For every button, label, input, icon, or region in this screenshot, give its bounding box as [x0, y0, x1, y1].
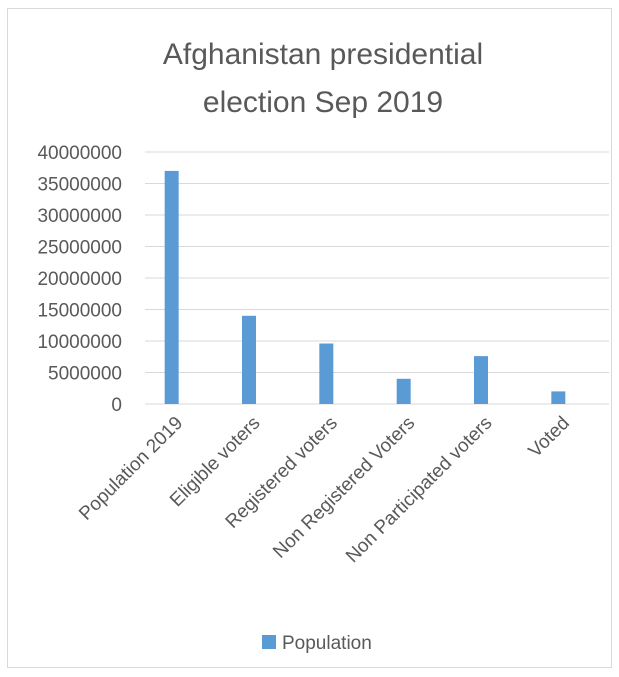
y-tick-label: 0 — [111, 395, 122, 416]
y-tick-label: 35000000 — [37, 175, 122, 196]
chart-title-line-2: election Sep 2019 — [203, 86, 443, 119]
bar — [396, 378, 411, 404]
y-tick-label: 30000000 — [37, 206, 122, 227]
legend-swatch — [262, 635, 276, 649]
chart-frame — [7, 8, 612, 668]
y-tick-label: 10000000 — [37, 332, 122, 353]
bar — [551, 391, 566, 404]
bar — [319, 343, 334, 404]
bars — [164, 170, 566, 404]
x-tick-label: Non Registered Voters — [269, 413, 419, 563]
y-tick-label: 15000000 — [37, 301, 122, 322]
bar — [242, 315, 256, 404]
legend-label: Population — [282, 633, 372, 654]
y-tick-label: 5000000 — [48, 364, 122, 385]
x-tick-label: Non Participated voters — [342, 413, 497, 568]
legend: Population — [262, 633, 372, 654]
bar — [164, 170, 179, 404]
bar — [474, 356, 488, 404]
y-tick-label: 25000000 — [37, 238, 122, 259]
y-tick-label: 20000000 — [37, 269, 122, 290]
gridlines — [145, 151, 609, 405]
chart-title-line-1: Afghanistan presidential — [163, 38, 483, 71]
x-tick-label: Voted — [525, 413, 574, 462]
y-axis-tick-labels: 0 5000000 10000000 15000000 20000000 25000000… — [37, 143, 122, 416]
y-tick-label: 40000000 — [37, 143, 122, 164]
x-tick-label: Population 2019 — [75, 413, 187, 525]
